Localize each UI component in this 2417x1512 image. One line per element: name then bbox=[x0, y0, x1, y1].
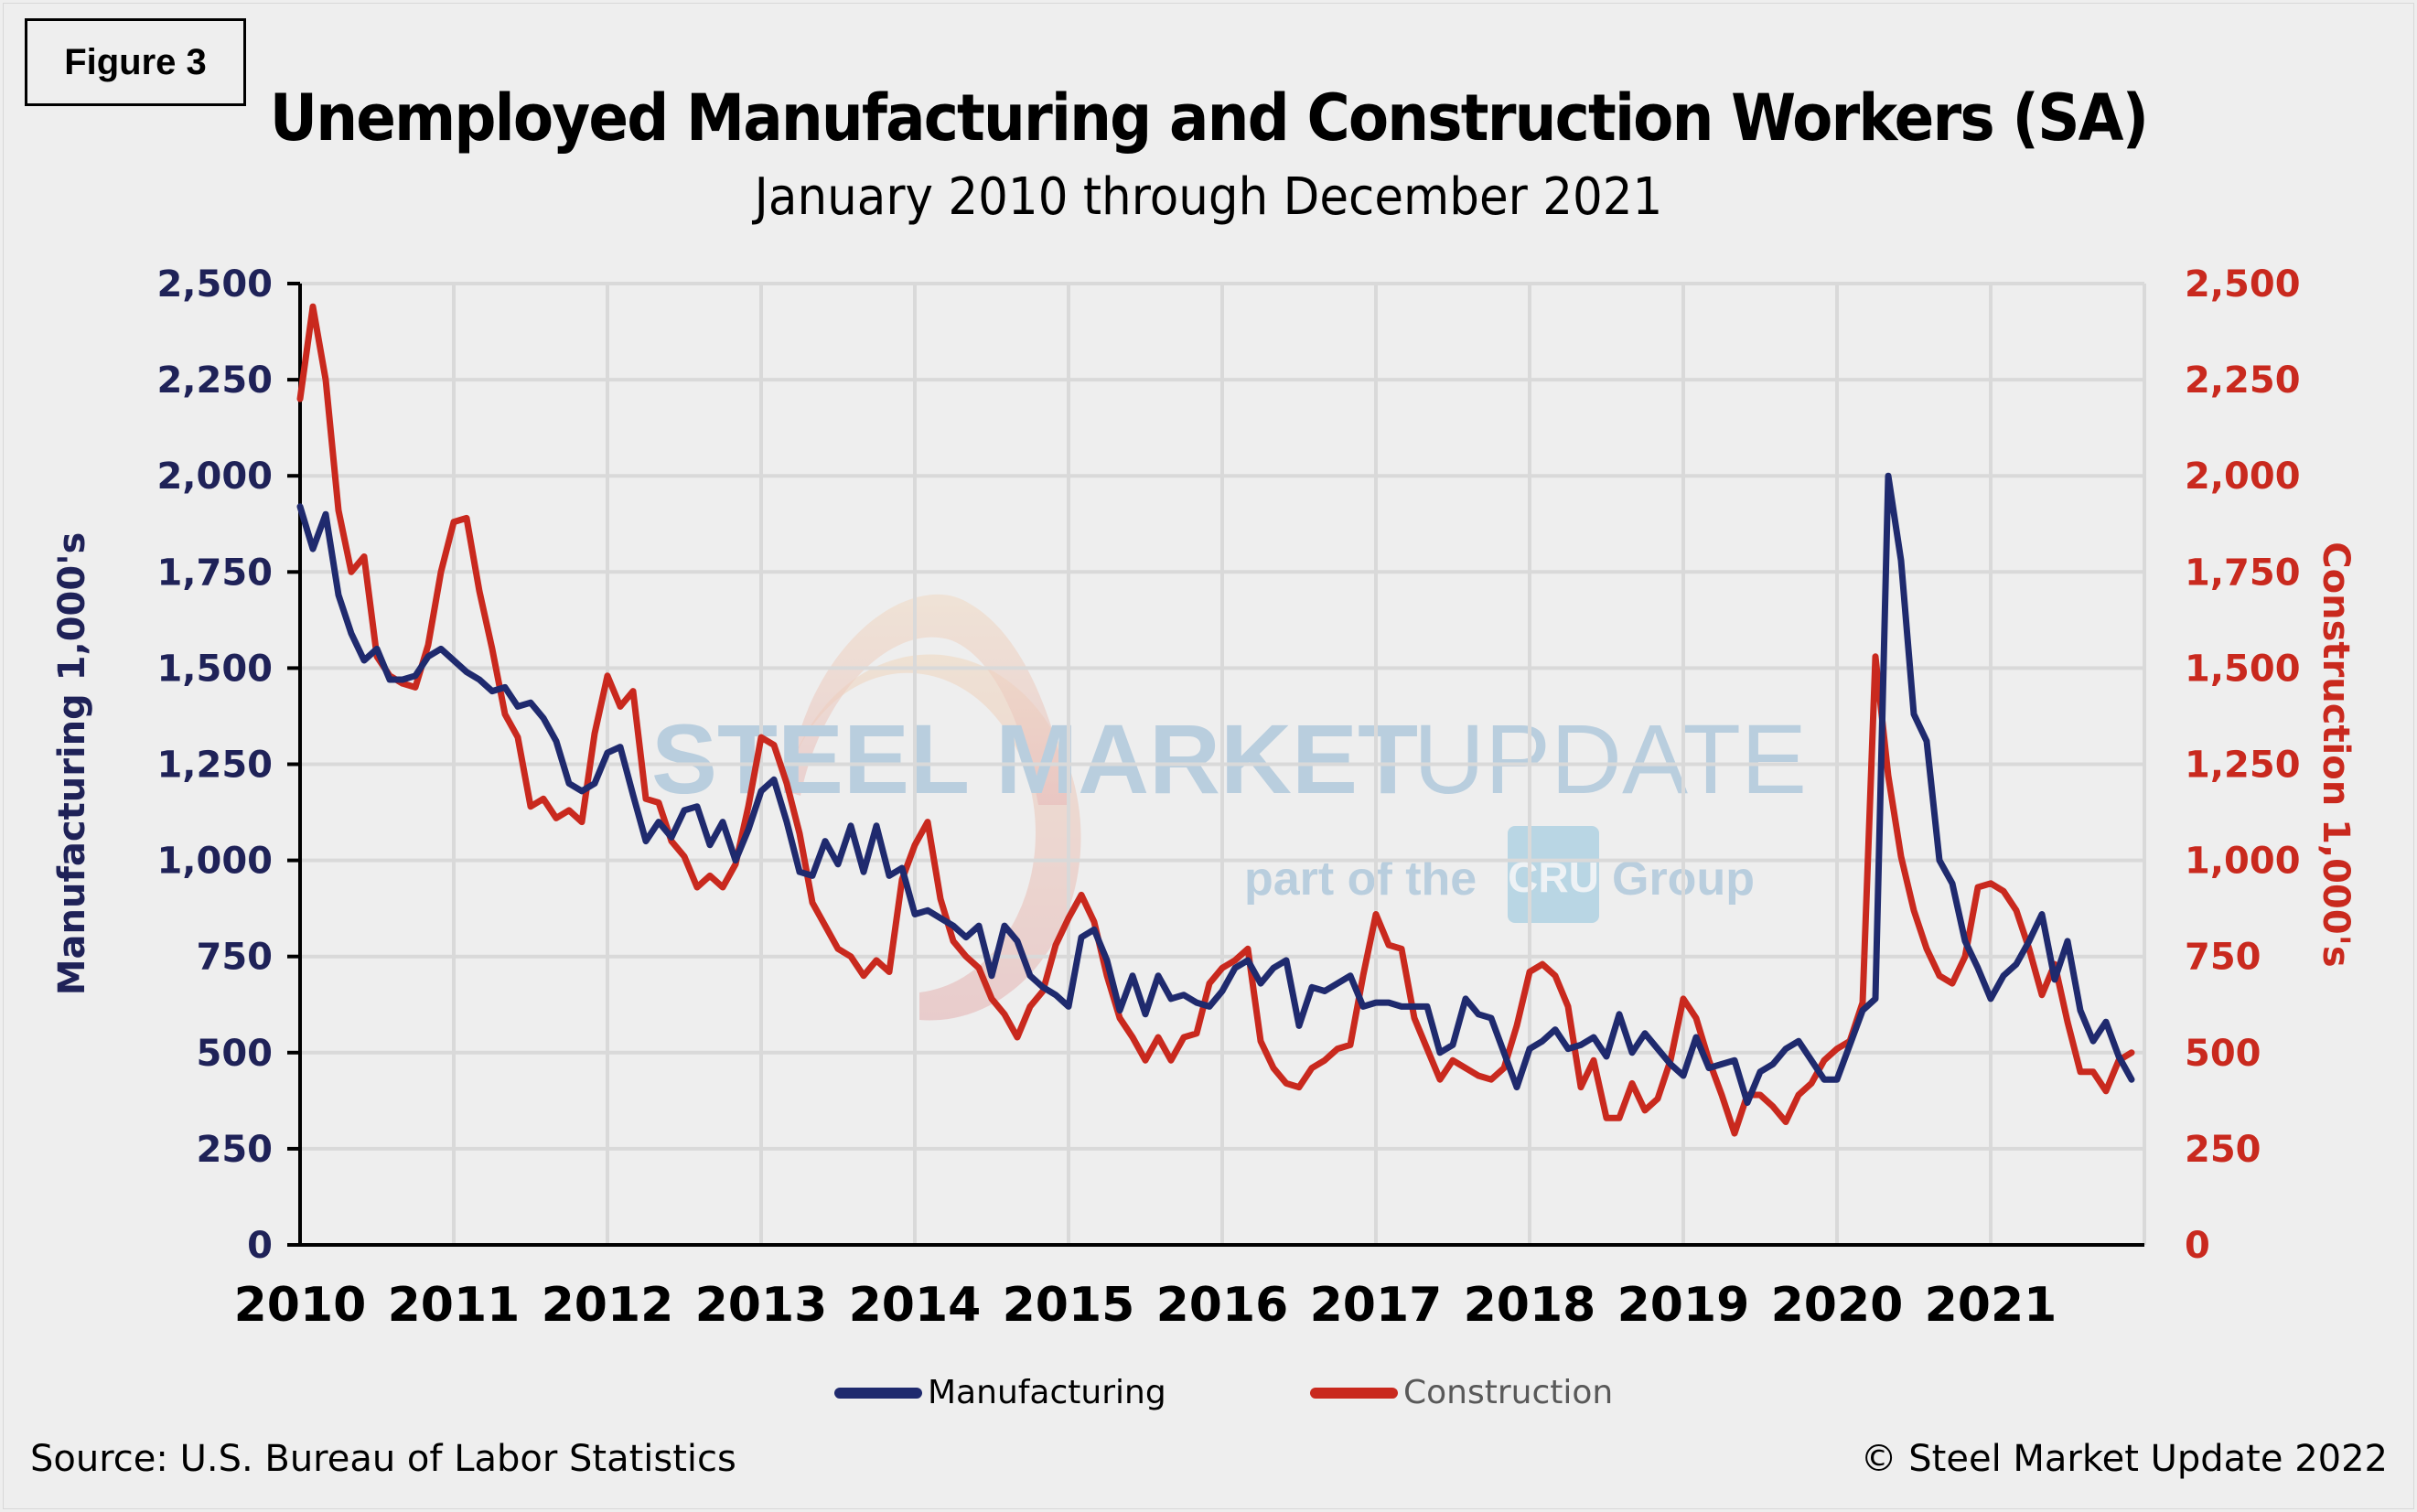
left-y-tick-label: 1,500 bbox=[156, 648, 273, 690]
series-lines bbox=[296, 303, 2135, 1137]
right-y-axis-ticks: 0 250 500 750 1,000 1,250 1,500 1,750 2,000 2,250… bbox=[2185, 263, 2301, 1267]
right-axis-title: Construction 1,000's bbox=[2315, 542, 2357, 967]
x-tick-label: 2019 bbox=[1617, 1278, 1750, 1333]
x-tick-label: 2020 bbox=[1771, 1278, 1904, 1333]
x-tick-label: 2014 bbox=[849, 1278, 982, 1333]
x-tick-label: 2012 bbox=[542, 1278, 674, 1333]
right-y-tick-label: 1,250 bbox=[2185, 745, 2301, 787]
left-y-axis-ticks: 0 250 500 750 1,000 1,250 1,500 1,750 2,000 2,250… bbox=[156, 263, 273, 1267]
x-tick-label: 2018 bbox=[1464, 1278, 1596, 1333]
left-y-tick-label: 2,000 bbox=[156, 456, 273, 498]
figure-label: Figure 3 bbox=[25, 18, 246, 106]
x-tick-label: 2013 bbox=[695, 1278, 828, 1333]
x-tick-label: 2015 bbox=[1003, 1278, 1135, 1333]
series-line-manufacturing bbox=[296, 472, 2135, 1106]
legend-item-construction: Construction bbox=[1310, 1374, 1613, 1411]
legend: Manufacturing Construction bbox=[0, 1374, 2417, 1420]
right-y-tick-label: 750 bbox=[2185, 937, 2261, 979]
left-y-tick-label: 250 bbox=[197, 1129, 274, 1171]
left-y-tick-label: 500 bbox=[197, 1033, 274, 1075]
right-y-tick-label: 500 bbox=[2185, 1033, 2261, 1075]
legend-swatch-manufacturing bbox=[834, 1387, 922, 1399]
source-note: Source: U.S. Bureau of Labor Statistics bbox=[30, 1438, 736, 1480]
right-y-tick-label: 2,500 bbox=[2185, 263, 2301, 306]
legend-item-manufacturing: Manufacturing bbox=[834, 1374, 1166, 1411]
right-y-tick-label: 1,000 bbox=[2185, 841, 2301, 883]
copyright-note: © Steel Market Update 2022 bbox=[1860, 1438, 2388, 1480]
left-y-tick-label: 750 bbox=[197, 937, 274, 979]
x-tick-label: 2011 bbox=[388, 1278, 521, 1333]
right-y-tick-label: 2,000 bbox=[2185, 456, 2301, 498]
right-y-tick-label: 1,500 bbox=[2185, 648, 2301, 690]
legend-label-manufacturing: Manufacturing bbox=[928, 1374, 1166, 1411]
watermark-brand-bold: STEEL MARKET bbox=[651, 703, 1418, 814]
x-tick-label: 2021 bbox=[1925, 1278, 2057, 1333]
left-y-tick-label: 1,750 bbox=[156, 552, 273, 594]
legend-label-construction: Construction bbox=[1403, 1374, 1614, 1411]
watermark-brand-light: UPDATE bbox=[1413, 703, 1807, 814]
right-y-tick-label: 250 bbox=[2185, 1129, 2261, 1171]
x-axis-ticks: 2010 2011 2012 2013 2014 2015 2016 2017 2018 2019… bbox=[234, 1278, 2057, 1333]
legend-swatch-construction bbox=[1310, 1387, 1398, 1399]
chart-subtitle: January 2010 through December 2021 bbox=[754, 167, 1663, 227]
left-y-tick-label: 2,500 bbox=[156, 263, 273, 306]
chart-frame bbox=[3, 3, 2414, 1509]
right-y-tick-label: 2,250 bbox=[2185, 359, 2301, 402]
axes bbox=[287, 282, 2144, 1247]
left-y-tick-label: 0 bbox=[247, 1225, 273, 1267]
gridlines bbox=[300, 282, 2146, 1245]
figure-label-text: Figure 3 bbox=[64, 41, 207, 82]
right-y-tick-label: 1,750 bbox=[2185, 552, 2301, 594]
chart-title: Unemployed Manufacturing and Constructio… bbox=[269, 80, 2149, 155]
left-y-tick-label: 1,000 bbox=[156, 841, 273, 883]
series-line-construction bbox=[296, 303, 2135, 1137]
x-tick-label: 2010 bbox=[234, 1278, 367, 1333]
x-tick-label: 2017 bbox=[1310, 1278, 1443, 1333]
x-tick-label: 2016 bbox=[1156, 1278, 1289, 1333]
right-y-tick-label: 0 bbox=[2185, 1225, 2210, 1267]
left-y-tick-label: 2,250 bbox=[156, 359, 273, 402]
left-axis-title: Manufacturing 1,000's bbox=[51, 532, 93, 996]
left-y-tick-label: 1,250 bbox=[156, 745, 273, 787]
